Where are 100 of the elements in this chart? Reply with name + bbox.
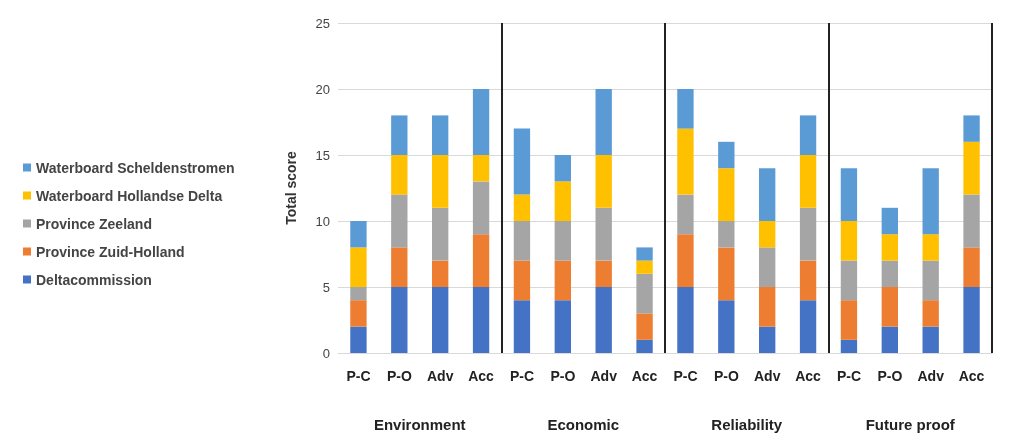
bar: [799, 300, 817, 353]
bar: [881, 326, 898, 353]
bar: [472, 89, 490, 155]
bar: [963, 141, 980, 195]
x-tick-label: P-C: [836, 368, 861, 384]
bar: [718, 300, 735, 353]
bar: [350, 326, 367, 353]
x-tick-label: Acc: [631, 368, 658, 384]
bar: [677, 194, 694, 235]
bar: [718, 168, 735, 221]
legend-label: Deltacommission: [36, 271, 152, 288]
bar: [432, 115, 449, 155]
x-tick-label: P-C: [509, 368, 534, 384]
bar: [718, 247, 735, 301]
bar: [472, 155, 490, 182]
y-tick-label: 5: [322, 279, 330, 295]
bar: [350, 221, 367, 248]
text: Future proof: [865, 415, 956, 433]
bar: [554, 260, 571, 301]
bar: [636, 313, 653, 340]
bar: [432, 287, 449, 353]
x-tick-label: P-C: [673, 368, 698, 384]
bar: [432, 207, 449, 261]
bar: [759, 221, 776, 248]
x-tick-label: P-O: [713, 368, 739, 384]
bar: [391, 247, 408, 287]
bar: [963, 115, 980, 142]
bar: [350, 247, 367, 287]
x-tick-label: Adv: [590, 368, 618, 384]
bar: [513, 194, 531, 221]
bar: [636, 273, 653, 314]
y-axis-title: Total score: [283, 150, 299, 225]
bar: [350, 300, 367, 327]
text: Economic: [547, 415, 620, 433]
bar: [595, 260, 612, 287]
x-tick-label: P-C: [346, 368, 371, 384]
bar: [840, 339, 858, 353]
bar: [472, 287, 490, 353]
bar: [718, 221, 735, 248]
bar: [391, 115, 408, 155]
y-tick-label: 15: [315, 147, 330, 163]
legend-label: Province Zeeland: [36, 215, 152, 232]
y-tick-label: 20: [315, 81, 330, 97]
bar: [595, 287, 612, 353]
bar: [636, 247, 653, 261]
bar: [677, 89, 694, 129]
bar: [513, 221, 531, 261]
x-tick-label: P-O: [386, 368, 412, 384]
bar: [881, 287, 898, 327]
bar: [759, 168, 776, 221]
x-tick-label: Adv: [917, 368, 945, 384]
bar: [350, 287, 367, 301]
bar: [595, 89, 612, 155]
bar: [595, 155, 612, 208]
bar: [595, 207, 612, 261]
bar: [391, 287, 408, 353]
bar: [513, 300, 531, 353]
bar: [677, 128, 694, 195]
bar: [472, 234, 490, 287]
bar: [922, 234, 939, 261]
bar: [881, 207, 898, 235]
y-tick-label: 0: [322, 345, 330, 361]
bar: [840, 168, 858, 221]
bar: [922, 168, 939, 235]
bar: [759, 326, 776, 353]
bar: [432, 260, 449, 287]
bar: [799, 260, 817, 301]
bar: [513, 128, 531, 195]
bar: [432, 155, 449, 208]
bar: [391, 194, 408, 248]
bar: [472, 181, 490, 235]
bar: [922, 326, 939, 353]
bar: [963, 247, 980, 287]
bar: [963, 194, 980, 248]
bar: [636, 260, 653, 274]
bar: [922, 260, 939, 301]
bar: [759, 287, 776, 327]
y-tick-label: 10: [315, 213, 330, 229]
bar: [554, 221, 571, 261]
text: Environment: [373, 415, 466, 433]
legend-label: Waterboard Hollandse Delta: [36, 187, 223, 204]
text: Reliability: [711, 415, 783, 433]
bar: [799, 207, 817, 261]
x-tick-label: P-O: [550, 368, 576, 384]
bar: [799, 155, 817, 208]
bar: [922, 300, 939, 327]
x-tick-label: Adv: [426, 368, 454, 384]
x-tick-label: Acc: [795, 368, 822, 384]
y-tick-label: 25: [315, 15, 330, 31]
bar: [963, 287, 980, 353]
bar: [677, 234, 694, 287]
bar: [554, 300, 571, 353]
x-tick-label: P-O: [877, 368, 903, 384]
bar: [759, 247, 776, 287]
bar: [840, 260, 858, 301]
legend-label: Waterboard Scheldenstromen: [36, 159, 235, 176]
bar: [840, 300, 858, 340]
x-tick-label: Acc: [468, 368, 495, 384]
x-tick-label: Adv: [753, 368, 781, 384]
bar: [799, 115, 817, 155]
